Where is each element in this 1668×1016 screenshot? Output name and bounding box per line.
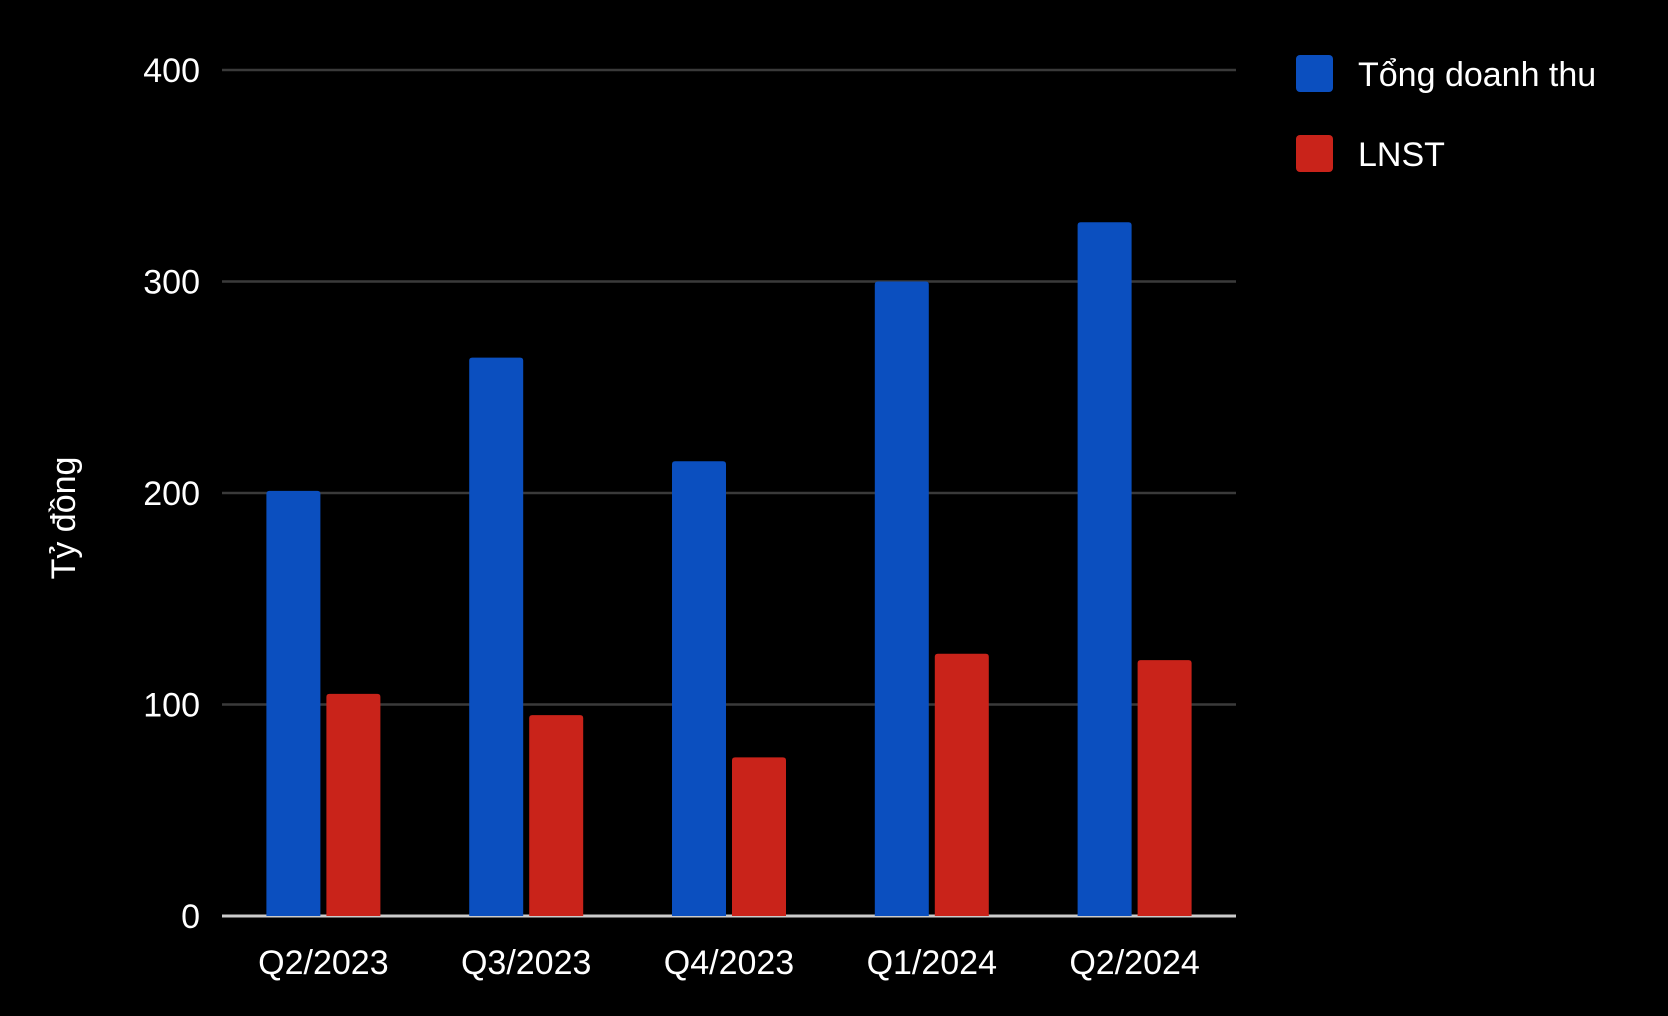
legend-swatch (1296, 135, 1333, 172)
x-tick-label: Q3/2023 (461, 944, 591, 982)
bar-revenue (874, 281, 929, 916)
x-tick-label: Q2/2024 (1069, 944, 1199, 982)
y-tick-label: 300 (143, 264, 200, 302)
y-axis-title: Tỷ đồng (45, 457, 83, 580)
y-tick-label: 0 (181, 898, 200, 936)
bar-profit (732, 757, 786, 916)
x-tick-label: Q4/2023 (664, 944, 794, 982)
gridlines (222, 68, 1236, 918)
bar-revenue (1077, 222, 1132, 916)
x-axis-ticks: Q2/2023 Q3/2023 Q4/2023 Q1/2024 Q2/2024 (258, 944, 1200, 982)
x-tick-label: Q1/2024 (867, 944, 997, 982)
legend: Tổng doanh thu LNST (1296, 55, 1596, 174)
bar-revenue (672, 461, 726, 916)
y-axis-ticks: 0 100 200 300 400 (143, 52, 200, 936)
legend-label: LNST (1358, 136, 1445, 174)
bar-profit (1137, 660, 1192, 916)
bar-revenue (469, 357, 524, 916)
x-tick-label: Q2/2023 (258, 944, 388, 982)
y-tick-label: 100 (143, 687, 200, 725)
bars (266, 222, 1192, 916)
y-tick-label: 400 (143, 52, 200, 90)
bar-profit (934, 653, 989, 916)
legend-swatch (1296, 55, 1333, 92)
bar-revenue (266, 490, 321, 916)
bar-profit (326, 693, 381, 916)
y-tick-label: 200 (143, 475, 200, 513)
bar-profit (529, 715, 584, 916)
legend-label: Tổng doanh thu (1358, 56, 1596, 94)
